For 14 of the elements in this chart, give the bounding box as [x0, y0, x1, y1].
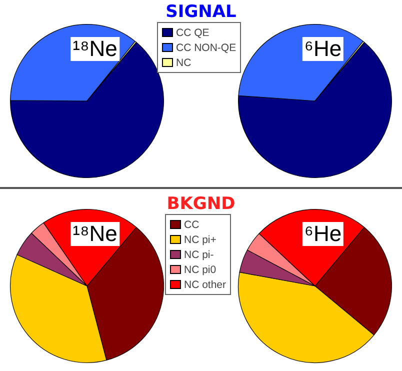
slice-label: ¹⁸Ne [70, 221, 120, 246]
legend-label: NC [176, 56, 192, 68]
legend-label: CC [184, 218, 200, 230]
chart-title: SIGNAL [166, 2, 236, 22]
slice-label: ⁶He [302, 36, 344, 61]
legend-label: NC other [184, 278, 226, 290]
legend-label: NC pi0 [184, 264, 216, 276]
legend-label: CC QE [176, 26, 210, 38]
slice-label: ⁶He [302, 221, 344, 246]
chart-title: BKGND [166, 194, 236, 214]
legend-label: CC NON-QE [176, 42, 236, 54]
slice-label: ¹⁸Ne [70, 36, 120, 61]
legend-label: NC pi+ [184, 234, 216, 246]
legend-label: NC pi- [184, 248, 214, 260]
